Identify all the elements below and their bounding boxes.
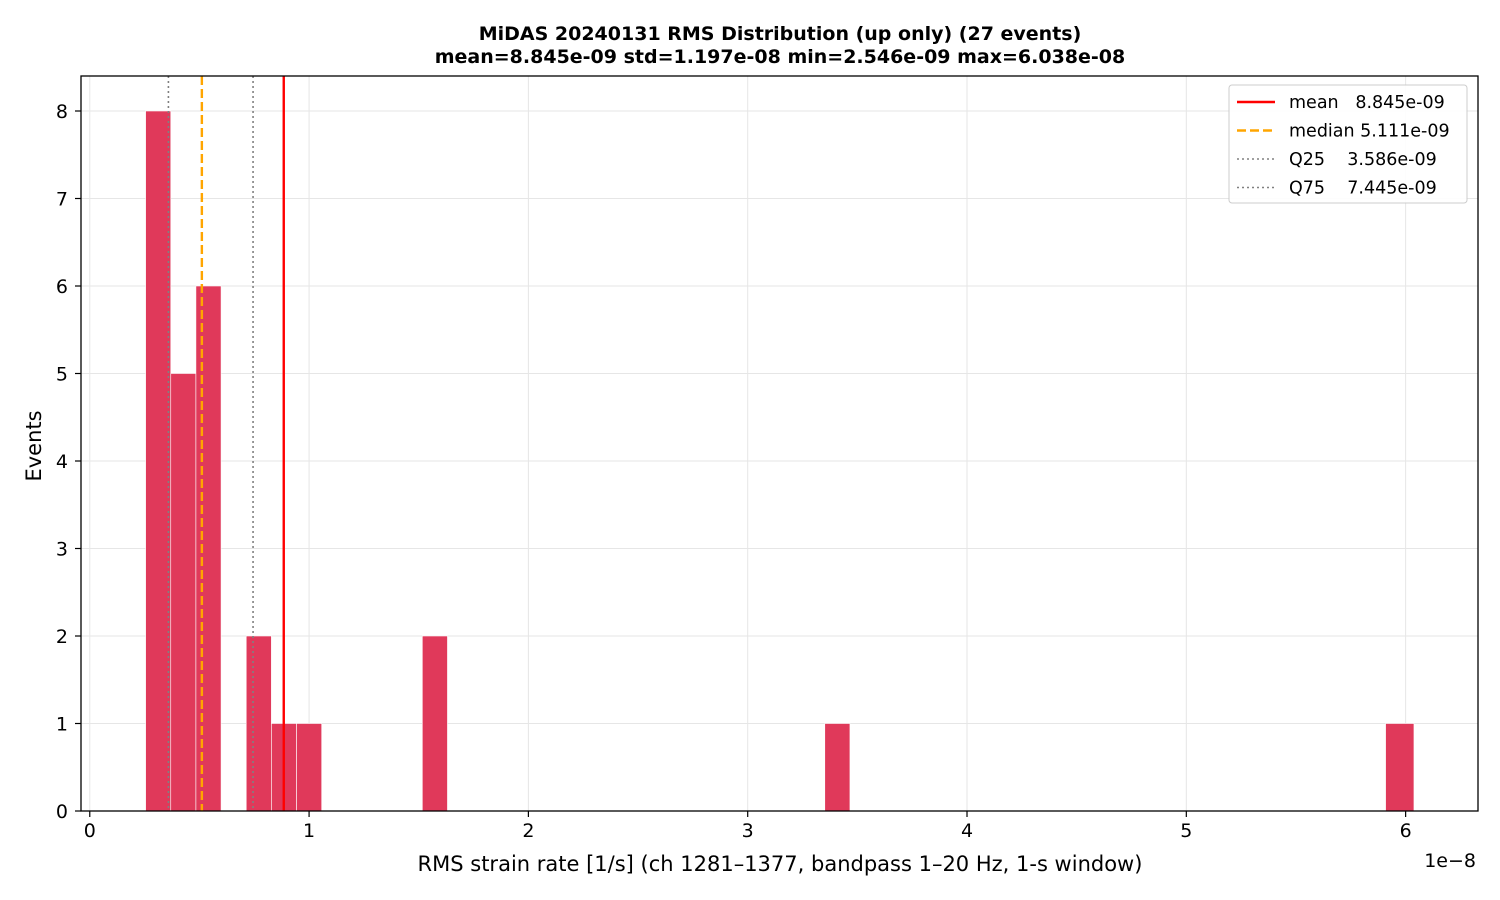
histogram-bar-3 [245,635,272,812]
plot-frame [80,75,1479,812]
y-axis-ticks: 0 1 2 3 4 5 6 7 8 [56,101,81,823]
x-tick-label-6: 6 [1400,820,1412,842]
y-tick-label-6: 6 [56,276,68,298]
y-axis-label: Events [22,410,46,481]
x-tick-label-3: 3 [742,820,754,842]
y-tick-label-0: 0 [56,801,68,823]
reference-lines [167,76,285,811]
legend-box [1228,84,1468,204]
histogram-bar-0 [145,110,172,812]
histogram-bar-1 [170,373,197,812]
x-tick-label-1: 1 [303,820,315,842]
legend-label-mean: mean 8.845e-09 [1289,93,1445,113]
chart-title-line1: MiDAS 20240131 RMS Distribution (up only… [479,23,1082,45]
chart-title-line2: mean=8.845e-09 std=1.197e-08 min=2.546e-… [435,46,1126,68]
x-axis-offset-label: 1e−8 [1424,850,1476,872]
x-tick-label-5: 5 [1180,820,1192,842]
histogram-bar-6 [422,635,448,812]
histogram-bar-8 [1385,723,1415,812]
legend-label-median: median 5.111e-09 [1289,122,1450,142]
y-tick-label-7: 7 [56,189,68,211]
histogram-bar-7 [824,723,851,812]
y-tick-label-3: 3 [56,539,68,561]
histogram-bar-2 [195,285,222,812]
legend-label-q25: Q25 3.586e-09 [1289,150,1437,170]
x-tick-label-0: 0 [84,820,96,842]
x-axis-label: RMS strain rate [1/s] (ch 1281–1377, ban… [418,852,1143,876]
y-tick-label-4: 4 [56,451,68,473]
y-tick-label-2: 2 [56,626,68,648]
legend-label-q75: Q75 7.445e-09 [1289,179,1437,199]
legend: mean 8.845e-09 median 5.111e-09 Q25 3.586e… [1228,84,1468,204]
y-tick-label-8: 8 [56,101,68,123]
x-tick-label-2: 2 [522,820,534,842]
grid [81,76,1478,812]
y-tick-label-5: 5 [56,364,68,386]
x-axis-ticks: 0 1 2 3 4 5 6 [84,811,1412,842]
histogram-bar-5 [296,723,322,812]
y-tick-label-1: 1 [56,714,68,736]
histogram-bars [145,110,1415,812]
x-tick-label-4: 4 [961,820,973,842]
